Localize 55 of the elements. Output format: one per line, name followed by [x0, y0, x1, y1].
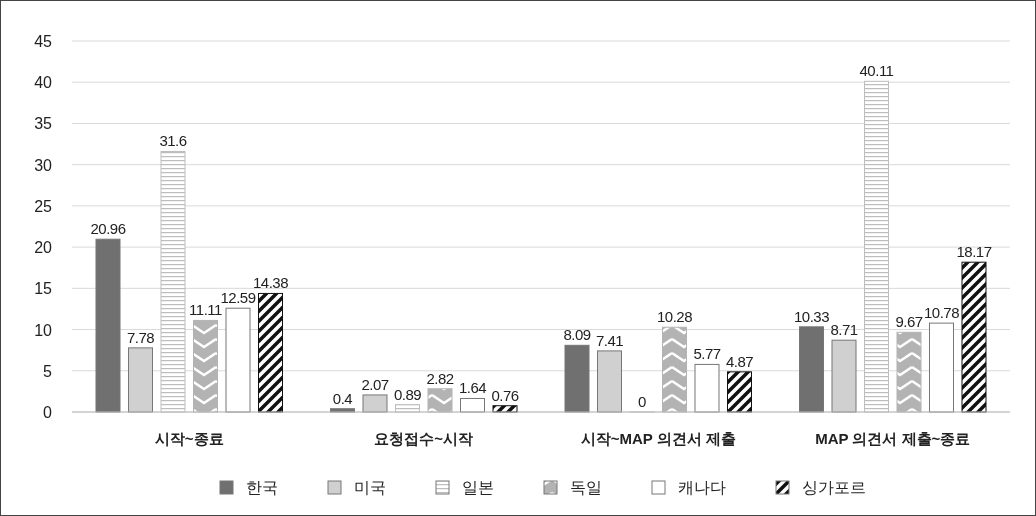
data-label: 4.87 [725, 352, 754, 370]
legend-label: 캐나다 [678, 479, 726, 496]
data-label: 7.41 [595, 331, 624, 349]
bar [225, 307, 251, 413]
bar [95, 238, 121, 413]
data-label: 5.77 [693, 345, 721, 363]
bar [564, 344, 590, 413]
y-tick-label: 5 [43, 362, 53, 380]
data-label: 12.59 [220, 289, 256, 307]
data-label: 9.67 [895, 313, 923, 331]
bar [258, 292, 283, 413]
data-label: 0.76 [491, 386, 519, 404]
data-label: 1.64 [458, 379, 487, 397]
data-label: 10.33 [793, 307, 830, 325]
data-label: 40.11 [859, 62, 894, 80]
data-label: 8.09 [563, 326, 591, 344]
data-label: 7.78 [126, 328, 155, 346]
data-label: 0.89 [393, 385, 422, 403]
bar [694, 363, 720, 413]
data-label: 0 [638, 393, 647, 410]
data-label: 8.71 [830, 321, 858, 339]
bar [460, 397, 485, 413]
legend-label: 독일 [570, 479, 602, 496]
data-label: 10.28 [656, 308, 693, 326]
y-tick-label: 40 [34, 74, 53, 92]
legend-label: 미국 [354, 479, 386, 496]
data-label: 2.07 [361, 375, 389, 393]
data-label: 14.38 [252, 274, 289, 292]
x-tick-label: MAP 의견서 제출~종료 [815, 430, 971, 447]
legend-label: 일본 [462, 479, 494, 496]
data-label: 2.82 [426, 369, 454, 387]
y-tick-label: 15 [34, 280, 53, 298]
bar [727, 371, 752, 413]
x-tick-label: 시작~종료 [154, 430, 224, 447]
data-label: 31.6 [159, 132, 187, 150]
bar [799, 326, 824, 413]
x-tick-label: 요청접수~시작 [374, 430, 474, 447]
y-tick-label: 35 [34, 115, 53, 133]
y-tick-label: 30 [34, 156, 53, 174]
y-tick-label: 20 [34, 239, 53, 257]
bar [362, 394, 388, 413]
bar [929, 322, 954, 413]
y-tick-label: 10 [34, 321, 53, 339]
x-tick-label: 시작~MAP 의견서 제출 [580, 430, 736, 447]
legend-label: 싱가포르 [802, 479, 866, 496]
data-label: 20.96 [90, 220, 126, 238]
data-label: 11.11 [189, 301, 223, 319]
y-tick-label: 45 [34, 33, 53, 50]
data-label: 0.4 [332, 389, 353, 407]
data-label: 10.78 [923, 304, 960, 322]
y-tick-label: 25 [34, 197, 53, 215]
data-label: 18.17 [956, 243, 992, 261]
bar [961, 261, 987, 413]
legend-label: 한국 [246, 479, 278, 496]
y-tick-label: 0 [43, 404, 53, 421]
